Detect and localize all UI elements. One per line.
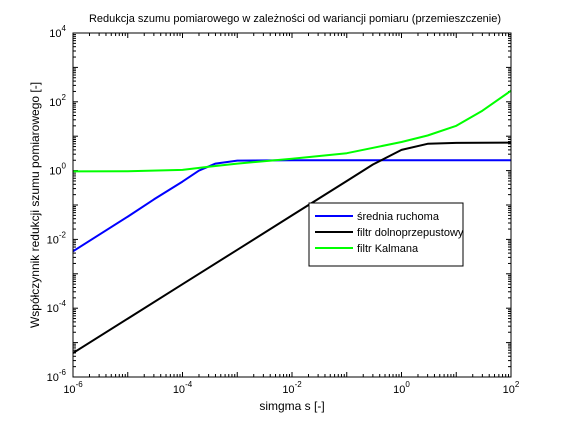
x-tick-labels: 10-6 10-4 10-2 100 102 (63, 380, 520, 396)
x-tick-label: 10-4 (173, 380, 193, 396)
x-tick-label: 100 (393, 380, 410, 396)
x-axis-label: simgma s [-] (259, 399, 324, 413)
legend-label-1: średnia ruchoma (357, 211, 440, 223)
legend: średnia ruchoma filtr dolnoprzepustowy fil… (308, 202, 464, 267)
y-tick-label: 10-2 (47, 230, 67, 246)
x-tick-label: 10-6 (63, 380, 83, 396)
y-tick-label: 104 (49, 24, 66, 40)
y-tick-label: 102 (49, 93, 66, 109)
x-tick-label: 102 (503, 380, 520, 396)
x-tick-label: 10-2 (282, 380, 302, 396)
y-tick-label: 100 (49, 162, 66, 178)
legend-box (308, 202, 464, 267)
series-line-3 (73, 89, 511, 173)
y-tick-label: 10-4 (47, 299, 67, 315)
y-axis-label: Współczynnik redukcji szumu pomiarowego … (28, 82, 42, 328)
series-lines (73, 89, 511, 354)
y-tick-labels: 10-6 10-4 10-2 100 102 104 (47, 24, 67, 384)
chart-title: Redukcja szumu pomiarowego w zależności … (89, 13, 501, 25)
legend-label-3: filtr Kalmana (357, 243, 419, 255)
legend-label-2: filtr dolnoprzepustowy (357, 227, 464, 239)
plot-frame (72, 32, 512, 378)
y-tick-label: 10-6 (47, 368, 67, 384)
series-line-2 (73, 141, 511, 354)
